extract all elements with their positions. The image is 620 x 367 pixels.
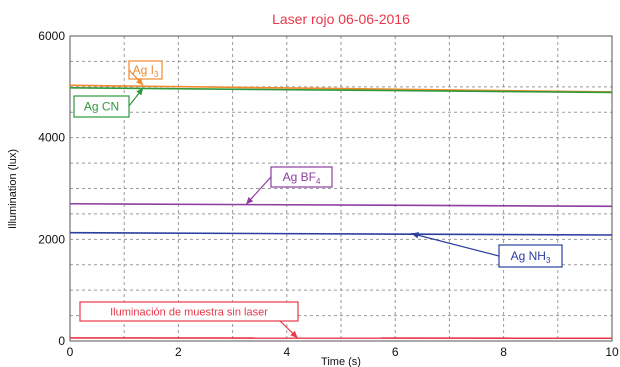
chart-title: Laser rojo 06-06-2016 xyxy=(272,11,410,27)
annotation-4: Ag NH3 xyxy=(411,232,563,268)
plot-area xyxy=(69,35,613,342)
annotation-5: Iluminación de muestra sin laser xyxy=(79,301,299,339)
arrow-head xyxy=(246,196,254,205)
x-tick-label: 0 xyxy=(67,345,74,359)
y-axis-label: Illumination (lux) xyxy=(7,149,19,229)
annotation-2: Ag CN xyxy=(73,87,144,118)
annotation-box xyxy=(79,301,299,322)
y-tick-label: 0 xyxy=(58,334,65,348)
x-tick-label: 6 xyxy=(392,345,399,359)
x-axis-label: Time (s) xyxy=(321,356,361,367)
grid-lines xyxy=(70,36,612,341)
annotation-label: Ag NH3 xyxy=(511,249,551,265)
series-layer xyxy=(69,84,613,340)
arrow-head xyxy=(411,232,420,239)
axis-ticks: 0 2 4 6 8 10 0 2000 4000 6000 xyxy=(38,29,619,359)
series-line-4 xyxy=(69,231,613,236)
annotation-label: Iluminación de muestra sin laser xyxy=(110,307,268,319)
arrow-head xyxy=(290,330,298,338)
y-tick-label: 4000 xyxy=(38,131,65,145)
series-line-2 xyxy=(69,87,613,94)
series-line-1 xyxy=(69,84,613,93)
x-tick-label: 2 xyxy=(175,345,182,359)
annotation-label: Ag CN xyxy=(84,100,119,114)
series-line-3 xyxy=(69,202,613,208)
x-tick-label: 8 xyxy=(500,345,507,359)
annotation-layer: Ag I3 Ag CN Ag BF4 Ag NH3 Iluminación de mue… xyxy=(73,60,563,339)
y-tick-label: 6000 xyxy=(38,29,65,43)
y-tick-label: 2000 xyxy=(38,232,65,246)
annotation-1: Ag I3 xyxy=(128,60,163,86)
x-tick-label: 4 xyxy=(283,345,290,359)
x-tick-label: 10 xyxy=(605,345,619,359)
annotation-box xyxy=(73,95,130,118)
annotation-3: Ag BF4 xyxy=(245,166,333,205)
arrow-head xyxy=(136,87,144,96)
annotation-label: Ag I3 xyxy=(133,63,159,79)
arrow-head xyxy=(136,77,144,86)
annotation-label: Ag BF4 xyxy=(283,170,321,186)
annotation-arrow xyxy=(411,232,500,257)
